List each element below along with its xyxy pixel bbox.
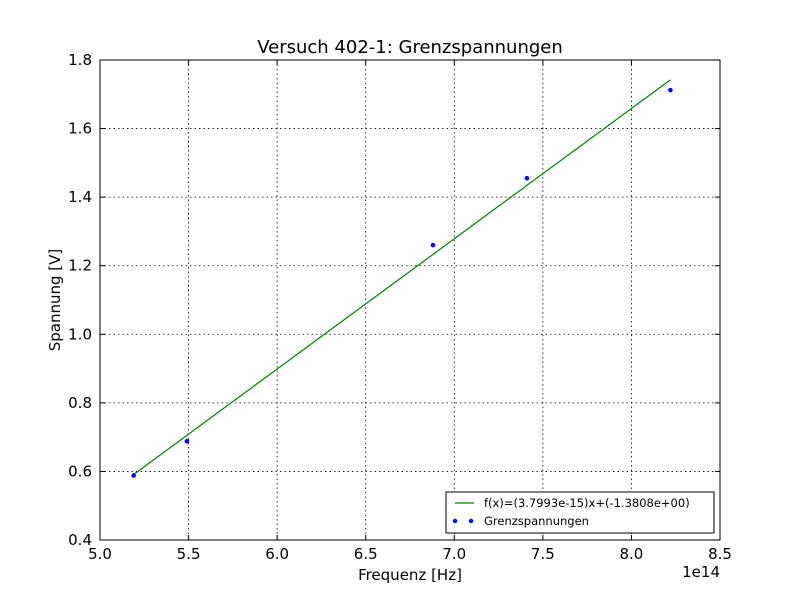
legend-marker: [468, 518, 474, 524]
legend: f(x)=(3.7993e-15)x+(-1.3808e+00) Grenzsp…: [445, 491, 715, 534]
x-tick-label: 6.0: [265, 545, 289, 563]
x-tick-label: 5.5: [177, 545, 201, 563]
y-tick-label: 0.6: [68, 462, 92, 480]
plot-frame: [99, 59, 721, 541]
x-tick-label: 8.5: [708, 545, 732, 563]
y-tick-label: 0.4: [68, 531, 92, 549]
y-tick-label: 1.4: [68, 188, 92, 206]
data-point: [668, 87, 673, 93]
y-axis-label: Spannung [V]: [46, 249, 64, 352]
y-tick-label: 1.8: [68, 51, 92, 69]
data-point: [184, 438, 190, 444]
x-tick-label: 7.5: [531, 545, 555, 563]
grid: [100, 60, 720, 540]
x-tick-label: 5.0: [88, 545, 112, 563]
y-tick-label: 1.0: [68, 325, 92, 343]
y-tick-label: 1.6: [68, 120, 92, 138]
x-tick-label: 7.0: [442, 545, 466, 563]
data-point: [131, 473, 136, 478]
legend-fit-label: f(x)=(3.7993e-15)x+(-1.3808e+00): [484, 496, 690, 510]
x-axis-label: Frequenz [Hz]: [358, 566, 462, 584]
data-point: [430, 242, 436, 248]
legend-marker: [452, 518, 458, 524]
x-tick-label: 6.5: [354, 545, 378, 563]
legend-scatter-label: Grenzspannungen: [484, 514, 589, 528]
ticks: 5.0 5.5 6.0 6.5 7.0 7.5 8.0 8.5 0.4 0.6 0.8 1.0 1.2 1…: [68, 51, 732, 563]
y-tick-label: 0.8: [68, 394, 92, 412]
legend-box: [445, 491, 715, 534]
chart-title: Versuch 402-1: Grenzspannungen: [257, 37, 563, 58]
data-point: [524, 175, 530, 181]
x-tick-label: 8.0: [619, 545, 643, 563]
y-tick-label: 1.2: [68, 257, 92, 275]
plot-content: [131, 79, 673, 478]
fit-line: [133, 79, 671, 475]
x-axis-offset-label: 1e14: [682, 563, 720, 581]
